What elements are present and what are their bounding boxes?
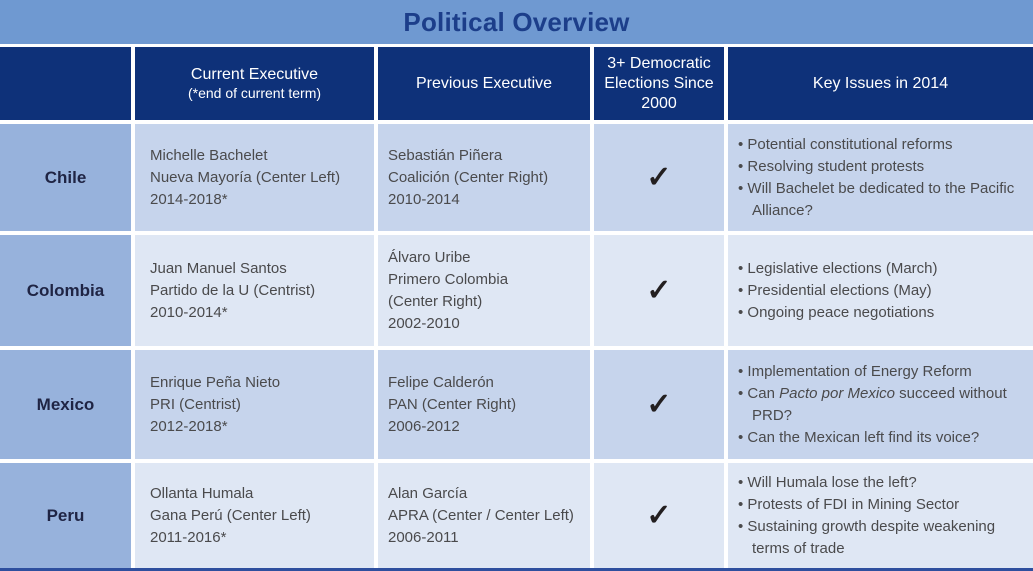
current-executive-party: Gana Perú (Center Left)	[150, 506, 311, 524]
issue-text-suffix: succeed without PRD?	[752, 384, 1007, 424]
checkmark-icon: ✓	[646, 498, 672, 532]
header-current-executive-line2: (*end of current term)	[187, 85, 322, 101]
header-democratic-elections-label: 3+ Democratic Elections Since 2000	[604, 54, 714, 112]
current-executive-peru: Ollanta Humala Gana Perú (Center Left) 2…	[135, 463, 374, 568]
key-issue-item: Potential constitutional reforms	[738, 134, 1025, 156]
key-issues-list: Potential constitutional reforms Resolvi…	[738, 134, 1025, 222]
previous-executive-name: Álvaro Uribe	[388, 248, 471, 266]
header-democratic-elections: 3+ Democratic Elections Since 2000	[594, 47, 724, 120]
previous-executive-term: 2002-2010	[388, 314, 460, 332]
current-executive-term: 2014-2018*	[150, 190, 228, 208]
key-issue-item: Can the Mexican left find its voice?	[738, 427, 1025, 449]
key-issue-item: Legislative elections (March)	[738, 258, 1025, 280]
checkmark-icon: ✓	[646, 160, 672, 194]
current-executive-name: Juan Manuel Santos	[150, 259, 287, 277]
checkmark-icon: ✓	[646, 387, 672, 421]
previous-executive-peru: Alan García APRA (Center / Center Left) …	[378, 463, 590, 568]
previous-executive-chile: Sebastián Piñera Coalición (Center Right…	[378, 124, 590, 231]
key-issues-mexico: Implementation of Energy Reform Can Pact…	[728, 350, 1033, 459]
issue-text-italic: Pacto por Mexico	[779, 384, 895, 402]
current-executive-colombia: Juan Manuel Santos Partido de la U (Cent…	[135, 235, 374, 346]
header-previous-executive: Previous Executive	[378, 47, 590, 120]
current-executive-name: Michelle Bachelet	[150, 146, 268, 164]
previous-executive-party: PAN (Center Right)	[388, 395, 517, 413]
key-issues-peru: Will Humala lose the left? Protests of F…	[728, 463, 1033, 568]
democratic-elections-cell-colombia: ✓	[594, 235, 724, 346]
current-executive-mexico: Enrique Peña Nieto PRI (Centrist) 2012-2…	[135, 350, 374, 459]
country-label-mexico: Mexico	[0, 350, 131, 459]
country-label-peru: Peru	[0, 463, 131, 568]
key-issue-item: Will Humala lose the left?	[738, 472, 1025, 494]
header-key-issues-label: Key Issues in 2014	[812, 74, 949, 92]
header-previous-executive-label: Previous Executive	[415, 74, 553, 92]
current-executive-term: 2010-2014*	[150, 303, 228, 321]
header-current-executive: Current Executive (*end of current term)	[135, 47, 374, 120]
previous-executive-name: Alan García	[388, 484, 468, 502]
current-executive-party: Nueva Mayoría (Center Left)	[150, 168, 341, 186]
country-label-colombia: Colombia	[0, 235, 131, 346]
key-issue-item: Will Bachelet be dedicated to the Pacifi…	[738, 178, 1025, 222]
previous-executive-party: APRA (Center / Center Left)	[388, 506, 574, 524]
key-issue-item: Resolving student protests	[738, 156, 1025, 178]
current-executive-chile: Michelle Bachelet Nueva Mayoría (Center …	[135, 124, 374, 231]
previous-executive-term: 2006-2012	[388, 417, 460, 435]
current-executive-term: 2012-2018*	[150, 417, 228, 435]
previous-executive-orientation: (Center Right)	[388, 292, 483, 310]
key-issues-list: Implementation of Energy Reform Can Pact…	[738, 361, 1025, 449]
current-executive-term: 2011-2016*	[150, 528, 227, 546]
checkmark-icon: ✓	[646, 273, 672, 307]
current-executive-party: Partido de la U (Centrist)	[150, 281, 316, 299]
table-grid: Current Executive (*end of current term)…	[0, 47, 1033, 568]
header-country-blank	[0, 47, 131, 120]
key-issue-item: Implementation of Energy Reform	[738, 361, 1025, 383]
democratic-elections-cell-mexico: ✓	[594, 350, 724, 459]
key-issues-list: Legislative elections (March) Presidenti…	[738, 258, 1025, 324]
title-bar: Political Overview	[0, 0, 1033, 44]
key-issue-item: Can Pacto por Mexico succeed without PRD…	[738, 383, 1025, 427]
key-issues-list: Will Humala lose the left? Protests of F…	[738, 472, 1025, 560]
previous-executive-term: 2006-2011	[388, 528, 459, 546]
key-issue-item: Presidential elections (May)	[738, 280, 1025, 302]
democratic-elections-cell-peru: ✓	[594, 463, 724, 568]
current-executive-name: Enrique Peña Nieto	[150, 373, 281, 391]
previous-executive-mexico: Felipe Calderón PAN (Center Right) 2006-…	[378, 350, 590, 459]
header-current-executive-line1: Current Executive	[190, 66, 319, 83]
previous-executive-party: Primero Colombia	[388, 270, 509, 288]
democratic-elections-cell-chile: ✓	[594, 124, 724, 231]
previous-executive-party: Coalición (Center Right)	[388, 168, 549, 186]
key-issue-item: Ongoing peace negotiations	[738, 302, 1025, 324]
key-issues-chile: Potential constitutional reforms Resolvi…	[728, 124, 1033, 231]
header-key-issues: Key Issues in 2014	[728, 47, 1033, 120]
previous-executive-colombia: Álvaro Uribe Primero Colombia (Center Ri…	[378, 235, 590, 346]
key-issue-item: Sustaining growth despite weakening term…	[738, 516, 1025, 560]
issue-text-prefix: Can	[747, 384, 780, 402]
key-issue-item: Protests of FDI in Mining Sector	[738, 494, 1025, 516]
country-label-chile: Chile	[0, 124, 131, 231]
previous-executive-name: Felipe Calderón	[388, 373, 494, 391]
key-issues-colombia: Legislative elections (March) Presidenti…	[728, 235, 1033, 346]
previous-executive-term: 2010-2014	[388, 190, 460, 208]
bottom-border-bar	[0, 568, 1033, 571]
current-executive-name: Ollanta Humala	[150, 484, 254, 502]
current-executive-party: PRI (Centrist)	[150, 395, 241, 413]
page-title: Political Overview	[403, 6, 630, 37]
previous-executive-name: Sebastián Piñera	[388, 146, 503, 164]
